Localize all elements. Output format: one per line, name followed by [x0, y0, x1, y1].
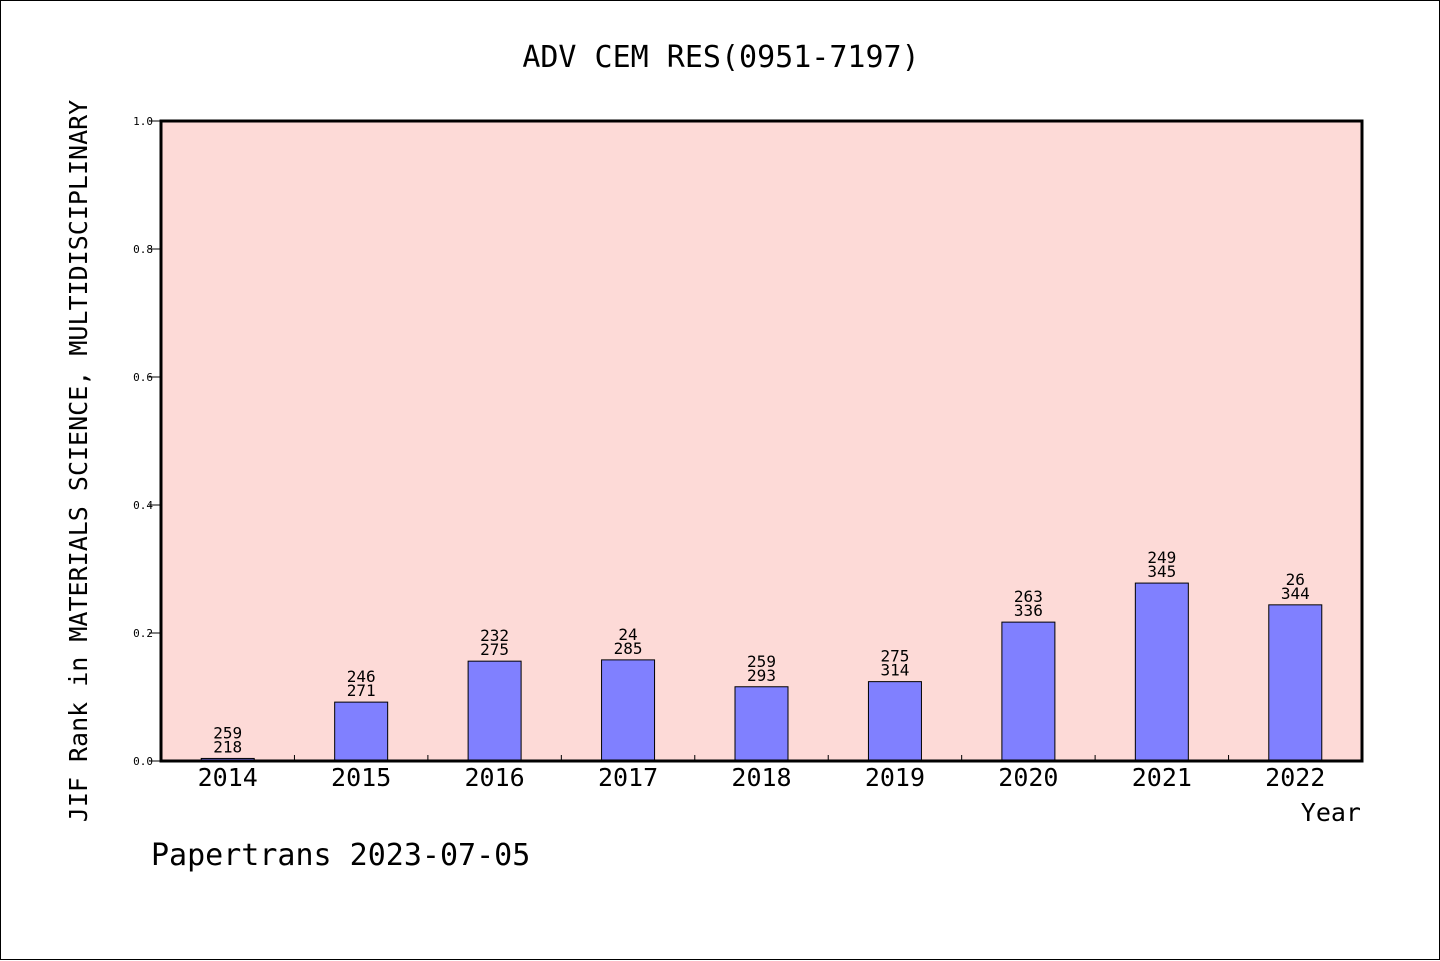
y-tick-label: 0.0	[133, 755, 153, 768]
bar-label-bottom: 344	[1281, 584, 1310, 603]
bar-label-bottom: 293	[747, 666, 776, 685]
plot-frame	[159, 119, 1364, 763]
x-tick-label: 2019	[865, 763, 925, 792]
bars	[200, 582, 1323, 762]
bar-label-top: 263	[1014, 587, 1043, 606]
bar-label-top: 259	[213, 723, 242, 742]
y-tick-label: 0.6	[133, 371, 153, 384]
y-tick-label: 0.2	[133, 627, 153, 640]
bar-label-top: 259	[747, 652, 776, 671]
bar-2021	[1134, 582, 1189, 762]
y-tick-label: 0.4	[133, 499, 153, 512]
x-tick-label: 2022	[1265, 763, 1325, 792]
bar-label-top: 24	[618, 625, 637, 644]
bar-label-bottom: 345	[1147, 562, 1176, 581]
x-tick-label: 2021	[1132, 763, 1192, 792]
bar-label-top: 246	[347, 667, 376, 686]
bar-label-top: 249	[1147, 548, 1176, 567]
bar-label-bottom: 285	[614, 639, 643, 658]
bar-label-top: 232	[480, 626, 509, 645]
bar-2022	[1268, 604, 1323, 762]
x-tick-label: 2014	[198, 763, 258, 792]
x-tick-label: 2018	[731, 763, 791, 792]
bar-2016	[467, 660, 522, 762]
y-axis-label: JIF Rank in MATERIALS SCIENCE, MULTIDISC…	[64, 100, 93, 822]
y-tick-label: 0.8	[133, 243, 153, 256]
x-tick-label: 2017	[598, 763, 658, 792]
footer-text: Papertrans 2023-07-05	[151, 838, 530, 873]
chart-title: ADV CEM RES(0951-7197)	[522, 40, 919, 75]
x-axis-label: Year	[1301, 798, 1361, 827]
bar-label-top: 26	[1286, 570, 1305, 589]
x-tick-label: 2016	[465, 763, 525, 792]
bar-label-bottom: 218	[213, 737, 242, 756]
bar-label-top: 275	[880, 647, 909, 666]
bar-label-bottom: 314	[880, 661, 909, 680]
y-axis-ticks: 0.0 0.2 0.4 0.6 0.8 1.0	[133, 115, 161, 768]
x-tick-label: 2020	[998, 763, 1058, 792]
x-axis-ticks: 2014 2015 2016 2017 2018 2019 2020 2021 2022	[198, 755, 1325, 792]
bar-label-bottom: 271	[347, 681, 376, 700]
bar-2017	[601, 659, 656, 762]
y-tick-label: 1.0	[133, 115, 153, 128]
bar-2015	[334, 701, 389, 762]
bar-label-bottom: 275	[480, 640, 509, 659]
bar-labels: 2592182462712322752428525929327531426333…	[213, 548, 1309, 756]
bar-2018	[734, 686, 789, 762]
bar-2020	[1001, 621, 1056, 762]
x-tick-label: 2015	[331, 763, 391, 792]
bar-label-bottom: 336	[1014, 601, 1043, 620]
bar-2019	[867, 681, 922, 762]
